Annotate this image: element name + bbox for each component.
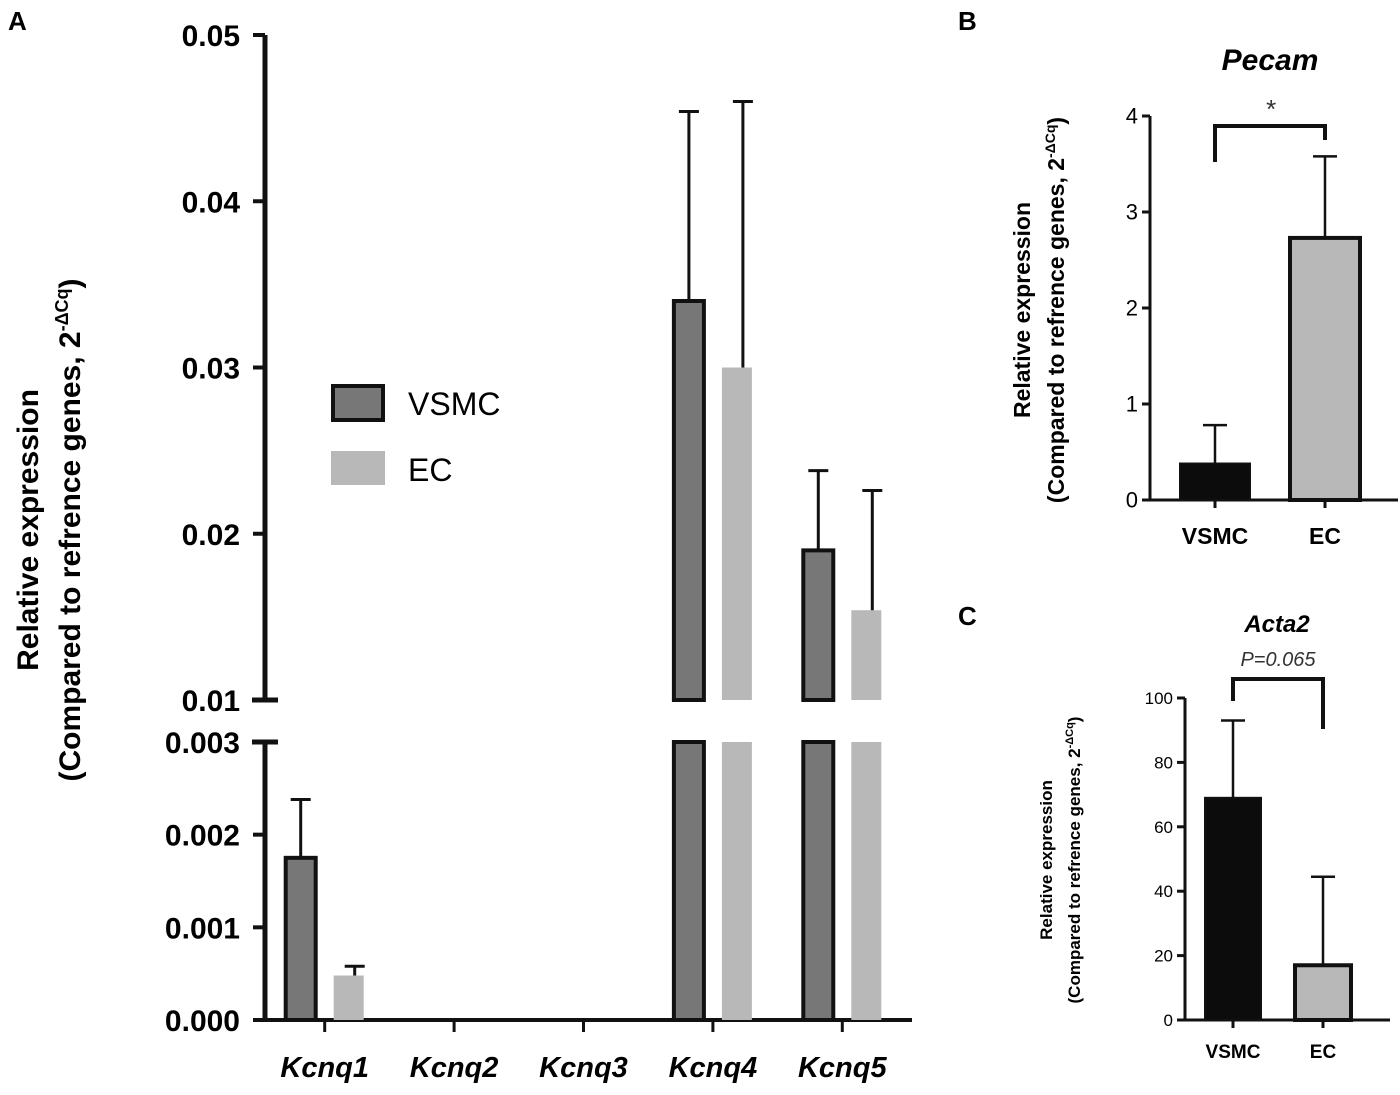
panel-c-xtick-label: EC <box>1310 1042 1337 1063</box>
panel-b-title: Pecam <box>1222 44 1319 77</box>
panel-b-ytick-label: 3 <box>1126 200 1138 225</box>
panel-c-ytick-label: 0 <box>1164 1011 1173 1030</box>
panel-c-title: Acta2 <box>1243 611 1310 638</box>
panel-c-bar-vsmc <box>1204 796 1262 1021</box>
panel-a-xtick-label: Kcnq4 <box>669 1052 758 1084</box>
panel-a-ytick-label: 0.02 <box>182 519 240 552</box>
panel-a-ytick-label: 0.003 <box>165 727 240 760</box>
panel-c-ytick-label: 60 <box>1154 818 1173 837</box>
panel-c-ytick-label: 40 <box>1154 882 1173 901</box>
panel-a-ytick-label: 0.000 <box>165 1005 240 1038</box>
bar-ec-kcnq4-lower <box>721 742 752 1020</box>
panel-b-ytick-label: 0 <box>1126 488 1138 513</box>
panel-a-ylabel-line2: (Compared to refrence genes, 2-ΔCq) <box>52 278 87 781</box>
panel-b-bar-vsmc <box>1179 462 1251 501</box>
panel-a-xtick-label: Kcnq2 <box>410 1052 499 1084</box>
bar-vsmc-kcnq4-upper <box>671 299 706 702</box>
bar-ec-kcnq5-upper <box>851 610 882 700</box>
panel-c-ylabel-line1: Relative expression <box>1037 780 1056 940</box>
panel-b-significance-bracket <box>1213 124 1327 162</box>
bar-vsmc-kcnq4-lower <box>671 740 706 1022</box>
panel-c-ytick-label: 20 <box>1154 947 1173 966</box>
panel-b-ytick-label: 2 <box>1126 296 1138 321</box>
panel-b-ytick-label: 1 <box>1126 392 1138 417</box>
panel-b-significance-label: * <box>1265 94 1276 124</box>
panel-a-ytick-label: 0.05 <box>182 20 240 53</box>
panel-c-ylabel-line2: (Compared to refrence genes, 2-ΔCq) <box>1064 717 1084 1004</box>
legend-label-vsmc: VSMC <box>408 386 500 422</box>
panel-a-xtick-label: Kcnq5 <box>798 1052 888 1084</box>
panel-label-a: A <box>8 6 27 36</box>
panel-b-ytick-label: 4 <box>1126 104 1138 129</box>
panel-label-b: B <box>958 6 977 36</box>
panel-a-ylabel-line1: Relative expression <box>12 389 45 671</box>
legend-swatch-ec <box>331 451 385 485</box>
panel-c-chart: Acta2 Relative expression (Compared to r… <box>1037 611 1390 1063</box>
panel-a-xtick-label: Kcnq3 <box>539 1052 628 1084</box>
panel-c-xtick-label: VSMC <box>1206 1042 1261 1063</box>
panel-a-ytick-label: 0.002 <box>165 820 240 853</box>
bar-ec-kcnq1 <box>333 975 364 1020</box>
panel-a-ytick-label: 0.04 <box>182 186 241 219</box>
panel-b-xtick-label: EC <box>1309 523 1341 549</box>
bar-vsmc-kcnq1 <box>283 855 318 1022</box>
panel-b-ylabel-line2: (Compared to refrence genes, 2-ΔCq) <box>1042 117 1069 503</box>
panel-label-c: C <box>958 601 977 631</box>
panel-c-significance-label: P=0.065 <box>1240 649 1316 671</box>
panel-a-ytick-label: 0.03 <box>182 353 240 386</box>
panel-b-chart: Pecam Relative expression (Compared to r… <box>1009 44 1398 549</box>
legend-label-ec: EC <box>408 452 452 488</box>
bar-vsmc-kcnq5-upper <box>801 548 836 702</box>
bar-ec-kcnq5-lower <box>851 742 882 1020</box>
panel-c-significance-bracket <box>1231 677 1325 729</box>
panel-a-xtick-label: Kcnq1 <box>280 1052 369 1084</box>
panel-a-ytick-label: 0.01 <box>182 685 240 718</box>
panel-c-ytick-label: 80 <box>1154 753 1173 772</box>
panel-b-ylabel-line1: Relative expression <box>1009 202 1035 418</box>
panel-b-bar-ec <box>1288 235 1362 502</box>
panel-a-chart: Relative expression (Compared to refrenc… <box>12 20 912 1084</box>
panel-a-ytick-label: 0.001 <box>165 912 240 945</box>
panel-c-bar-ec <box>1293 963 1353 1023</box>
bar-ec-kcnq4-upper <box>721 367 752 700</box>
legend-swatch-vsmc <box>331 384 385 422</box>
panel-c-ytick-label: 100 <box>1145 689 1173 708</box>
panel-a-legend: VSMC EC <box>331 384 500 488</box>
panel-b-xtick-label: VSMC <box>1182 523 1248 549</box>
bar-vsmc-kcnq5-lower <box>801 740 836 1022</box>
